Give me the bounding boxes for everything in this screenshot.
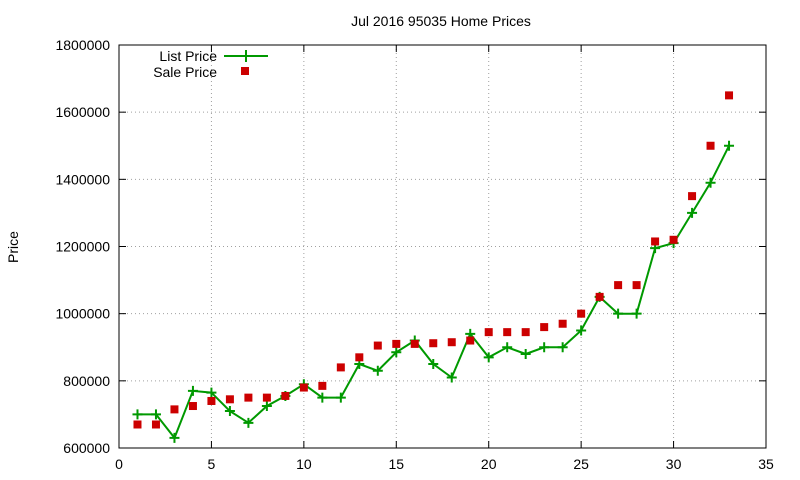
sale-price-point [318,381,327,390]
list-price-point [391,347,402,358]
sale-price-point [651,237,660,246]
sale-price-point [429,339,438,348]
y-tick-label: 800000 [63,373,110,389]
list-price-point [557,342,568,353]
list-price-point [261,401,272,412]
y-tick-label: 1000000 [55,306,110,322]
list-price-point [502,342,513,353]
list-price-point [428,359,439,370]
list-price-point [705,177,716,188]
sale-price-point [688,192,697,201]
y-tick-label: 1800000 [55,37,110,53]
sale-price-point [632,281,641,290]
x-tick-label: 30 [666,456,682,472]
sale-price-point [299,383,308,392]
sale-price-point [503,328,512,337]
sale-price-point [225,395,234,404]
sale-price-point [540,323,549,332]
sale-price-point [410,339,419,348]
list-price-point [724,140,735,151]
sale-price-point [262,393,271,402]
sale-price-point [595,292,604,301]
sale-price-point [558,319,567,328]
sale-price-point [392,339,401,348]
plot-frame [118,44,767,449]
x-tick-label: 0 [115,456,123,472]
grid-layer [119,45,766,448]
legend-marker-list-price [240,50,252,62]
x-tick-label: 15 [388,456,404,472]
legend: List Price Sale Price [153,48,268,80]
legend-marker-sale-price [241,67,249,75]
sale-price-point [466,336,475,345]
list-price-point [539,342,550,353]
sale-price-point [281,391,290,400]
sale-price-point [577,309,586,318]
list-price-point [372,365,383,376]
x-tick-label: 5 [208,456,216,472]
axis-layer: 0 5 10 15 20 25 30 35 600000 800000 1000000 1200000… [55,37,774,472]
list-price-point [687,207,698,218]
sale-price-point [336,363,345,372]
sale-price-point [725,91,734,100]
sale-price-point [244,393,253,402]
series-layer [132,91,735,443]
y-tick-label: 600000 [63,440,110,456]
sale-price-point [207,396,216,405]
y-tick-label: 1200000 [55,239,110,255]
legend-label-sale-price: Sale Price [153,64,217,80]
sale-price-point [614,281,623,290]
list-price-point [224,406,235,417]
list-price-point [132,409,143,420]
list-price-point [446,372,457,383]
list-price-point [206,387,217,398]
y-tick-label: 1400000 [55,171,110,187]
series-line-list-price [137,145,730,440]
list-price-point [613,308,624,319]
sale-price-point [133,420,142,429]
sale-price-point [373,341,382,350]
y-axis-label: Price [5,231,21,263]
list-price-point [483,352,494,363]
x-tick-label: 35 [758,456,774,472]
x-tick-label: 10 [296,456,312,472]
list-price-point [169,432,180,443]
list-price-point [317,392,328,403]
list-price-point [243,417,254,428]
sale-price-point [484,328,493,337]
list-price-point [520,348,531,359]
sale-price-point [521,328,530,337]
sale-price-point [188,402,197,411]
sale-price-point [669,235,678,244]
sale-price-point [447,338,456,347]
list-price-point [631,308,642,319]
sale-price-point [170,405,179,414]
x-tick-label: 25 [573,456,589,472]
y-tick-label: 1600000 [55,104,110,120]
sale-price-point [355,353,364,362]
sale-price-point [151,420,160,429]
list-price-point [150,409,161,420]
list-price-point [335,392,346,403]
list-price-point [576,325,587,336]
x-tick-label: 20 [481,456,497,472]
chart-title: Jul 2016 95035 Home Prices [351,13,531,29]
legend-label-list-price: List Price [159,48,217,64]
list-price-point [187,385,198,396]
sale-price-point [706,141,715,150]
